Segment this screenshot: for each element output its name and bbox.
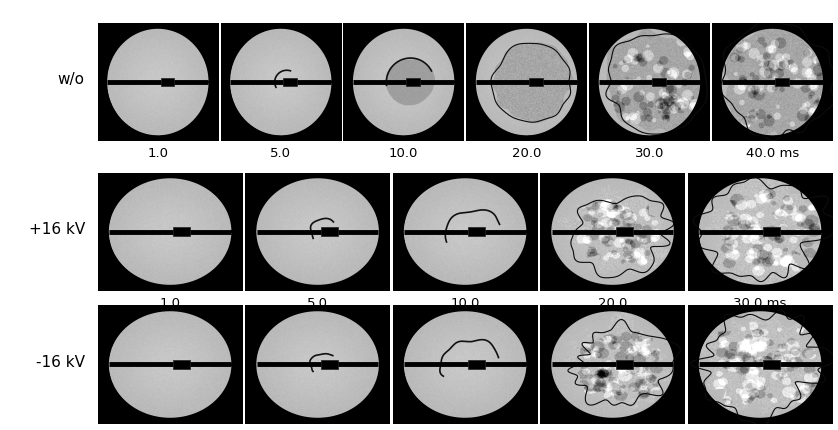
Bar	[775, 78, 789, 86]
Bar	[173, 227, 190, 236]
PathPatch shape	[687, 172, 832, 291]
Text: 1.0: 1.0	[159, 297, 181, 310]
Text: 10.0: 10.0	[389, 147, 418, 160]
Text: 1.0: 1.0	[147, 147, 168, 160]
Text: 30.0 ms: 30.0 ms	[733, 297, 787, 310]
Text: 5.0: 5.0	[270, 147, 292, 160]
Bar	[763, 227, 780, 236]
Text: 20.0: 20.0	[597, 297, 628, 310]
Text: -16 kV: -16 kV	[36, 355, 85, 370]
Bar	[406, 78, 420, 86]
Text: 20.0: 20.0	[512, 147, 541, 160]
PathPatch shape	[245, 305, 391, 424]
PathPatch shape	[466, 23, 587, 141]
Bar	[763, 360, 780, 369]
Text: 30.0: 30.0	[634, 147, 665, 160]
Text: 5.0: 5.0	[307, 297, 328, 310]
PathPatch shape	[97, 23, 218, 141]
Bar	[321, 360, 338, 369]
Bar	[468, 360, 485, 369]
PathPatch shape	[220, 23, 341, 141]
Text: w/o: w/o	[58, 72, 85, 87]
Bar	[173, 360, 190, 369]
Text: 10.0: 10.0	[450, 297, 480, 310]
Bar	[652, 78, 666, 86]
PathPatch shape	[344, 23, 464, 141]
PathPatch shape	[97, 305, 243, 424]
Bar	[530, 78, 543, 86]
Bar	[616, 227, 633, 236]
Text: +16 kV: +16 kV	[28, 222, 85, 236]
Text: 40.0 ms: 40.0 ms	[746, 147, 799, 160]
PathPatch shape	[712, 23, 833, 141]
Bar	[321, 227, 338, 236]
Bar	[468, 227, 485, 236]
PathPatch shape	[540, 305, 685, 424]
Bar	[616, 360, 633, 369]
PathPatch shape	[540, 172, 685, 291]
PathPatch shape	[392, 305, 538, 424]
PathPatch shape	[392, 172, 538, 291]
Bar	[161, 78, 174, 86]
PathPatch shape	[589, 23, 710, 141]
Bar	[283, 78, 297, 86]
PathPatch shape	[245, 172, 391, 291]
PathPatch shape	[97, 172, 243, 291]
PathPatch shape	[687, 305, 832, 424]
